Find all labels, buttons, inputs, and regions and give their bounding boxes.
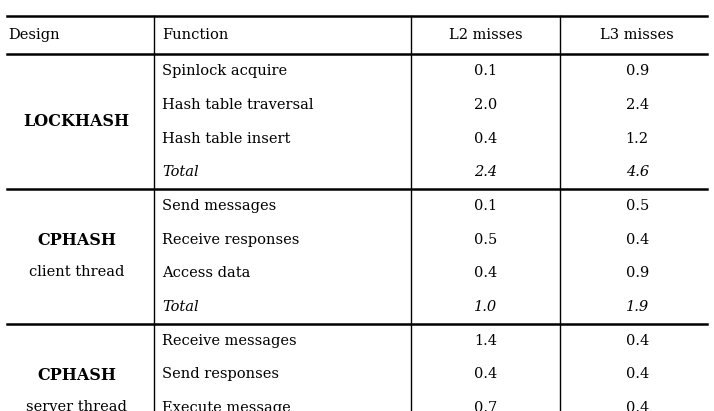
Text: 2.0: 2.0 xyxy=(474,98,497,112)
Text: client thread: client thread xyxy=(29,266,124,279)
Text: Hash table traversal: Hash table traversal xyxy=(162,98,313,112)
Text: Execute message: Execute message xyxy=(162,401,291,411)
Text: Total: Total xyxy=(162,300,198,314)
Text: Hash table insert: Hash table insert xyxy=(162,132,291,145)
Text: 0.4: 0.4 xyxy=(474,132,497,145)
Text: 4.6: 4.6 xyxy=(625,165,649,179)
Text: 0.9: 0.9 xyxy=(625,64,649,78)
Text: Total: Total xyxy=(162,165,198,179)
Text: 0.1: 0.1 xyxy=(474,199,497,213)
Text: 1.4: 1.4 xyxy=(474,334,497,348)
Text: 2.4: 2.4 xyxy=(625,98,649,112)
Text: 0.4: 0.4 xyxy=(625,401,649,411)
Text: 1.2: 1.2 xyxy=(625,132,649,145)
Text: L3 misses: L3 misses xyxy=(600,28,674,42)
Text: server thread: server thread xyxy=(26,400,127,411)
Text: 0.7: 0.7 xyxy=(474,401,497,411)
Text: L2 misses: L2 misses xyxy=(448,28,523,42)
Text: Send messages: Send messages xyxy=(162,199,276,213)
Text: 0.4: 0.4 xyxy=(474,367,497,381)
Text: 1.0: 1.0 xyxy=(474,300,497,314)
Text: Receive messages: Receive messages xyxy=(162,334,297,348)
Text: 0.9: 0.9 xyxy=(625,266,649,280)
Text: LOCKHASH: LOCKHASH xyxy=(24,113,130,130)
Text: 0.4: 0.4 xyxy=(625,233,649,247)
Text: 0.5: 0.5 xyxy=(474,233,497,247)
Text: CPHASH: CPHASH xyxy=(37,232,116,249)
Text: 0.4: 0.4 xyxy=(474,266,497,280)
Text: CPHASH: CPHASH xyxy=(37,367,116,384)
Text: Access data: Access data xyxy=(162,266,251,280)
Text: Send responses: Send responses xyxy=(162,367,279,381)
Text: 1.9: 1.9 xyxy=(625,300,649,314)
Text: 0.4: 0.4 xyxy=(625,334,649,348)
Text: Spinlock acquire: Spinlock acquire xyxy=(162,64,287,78)
Text: 2.4: 2.4 xyxy=(474,165,497,179)
Text: 0.4: 0.4 xyxy=(625,367,649,381)
Text: Receive responses: Receive responses xyxy=(162,233,299,247)
Text: Design: Design xyxy=(9,28,60,42)
Text: 0.1: 0.1 xyxy=(474,64,497,78)
Text: Function: Function xyxy=(162,28,228,42)
Text: 0.5: 0.5 xyxy=(625,199,649,213)
